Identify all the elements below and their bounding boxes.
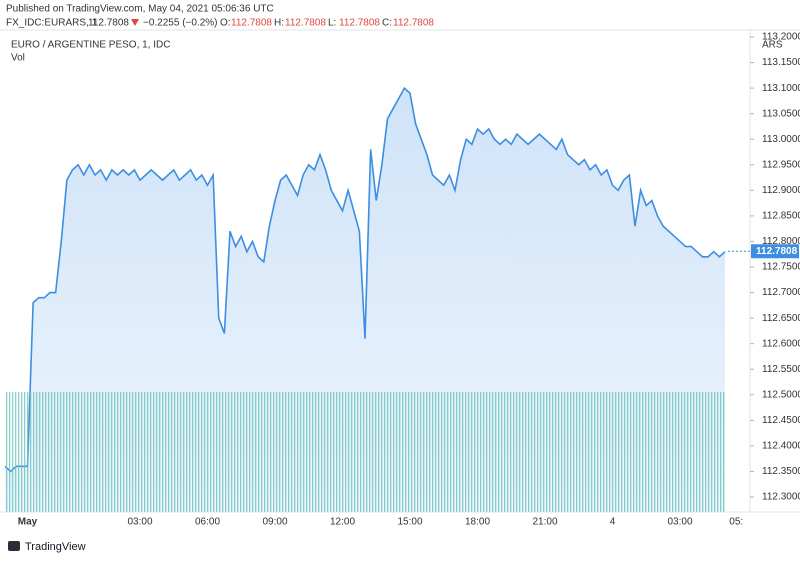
y-tick-label: 112.7000 — [762, 287, 800, 298]
brand-name: TradingView — [25, 541, 86, 553]
down-arrow — [131, 19, 139, 26]
last-value: 112.7808 — [88, 18, 129, 29]
y-tick-label: 112.6500 — [762, 313, 800, 324]
x-tick-label: 4 — [610, 517, 616, 528]
last-price-tag — [751, 244, 799, 259]
volume-bars — [5, 392, 725, 512]
x-tick-label: 15:00 — [397, 517, 422, 528]
y-tick-label: 112.4500 — [762, 415, 800, 426]
ohlc-label: O: — [220, 18, 231, 29]
y-tick-label: 112.5000 — [762, 389, 800, 400]
logo — [8, 541, 20, 551]
x-tick-label: 12:00 — [330, 517, 355, 528]
ohlc-label: L: — [328, 18, 336, 29]
x-tick-label: 06:00 — [195, 517, 220, 528]
last-price-label: 112.7808 — [756, 246, 798, 257]
change: −0.2255 (−0.2%) — [143, 18, 218, 29]
y-tick-label: 112.8000 — [762, 236, 800, 247]
ohlc-label: C: — [382, 18, 392, 29]
currency: ARS — [762, 40, 783, 51]
published-note: Published on TradingView.com, May 04, 20… — [6, 4, 274, 15]
y-tick-label: 112.4000 — [762, 441, 800, 452]
y-tick-label: 113.0000 — [762, 134, 800, 145]
ohlc-value: 112.7808 — [339, 18, 380, 29]
y-tick-label: 113.1500 — [762, 57, 800, 68]
y-tick-label: 113.0500 — [762, 108, 800, 119]
y-tick-label: 112.3000 — [762, 492, 800, 503]
y-tick-label: 113.1000 — [762, 83, 800, 94]
x-tick-label: 09:00 — [262, 517, 287, 528]
volume-label: Vol — [11, 53, 25, 64]
ohlc-label: H: — [274, 18, 284, 29]
x-tick-label: 03:00 — [667, 517, 692, 528]
brand: TradingView — [8, 541, 86, 553]
y-tick-label: 112.5500 — [762, 364, 800, 375]
y-tick-label: 112.8500 — [762, 211, 800, 222]
x-tick-label: 03:00 — [127, 517, 152, 528]
y-tick-label: 112.3500 — [762, 466, 800, 477]
ohlc-value: 112.7808 — [393, 18, 434, 29]
x-tick-label: May — [18, 517, 38, 528]
x-tick-label: 18:00 — [465, 517, 490, 528]
symbol: FX_IDC:EURARS, 1 — [6, 18, 98, 29]
ohlc-value: 112.7808 — [285, 18, 326, 29]
y-tick-label: 112.9000 — [762, 185, 800, 196]
chart-title: EURO / ARGENTINE PESO, 1, IDC — [11, 40, 170, 51]
price-line — [4, 86, 726, 473]
x-tick-label: 21:00 — [532, 517, 557, 528]
x-tick-label: 05: — [729, 517, 743, 528]
y-tick-label: 113.2000 — [762, 32, 800, 43]
y-tick-label: 112.6000 — [762, 338, 800, 349]
ohlc-value: 112.7808 — [231, 18, 272, 29]
y-tick-label: 112.9500 — [762, 159, 800, 170]
y-tick-label: 112.7500 — [762, 262, 800, 273]
